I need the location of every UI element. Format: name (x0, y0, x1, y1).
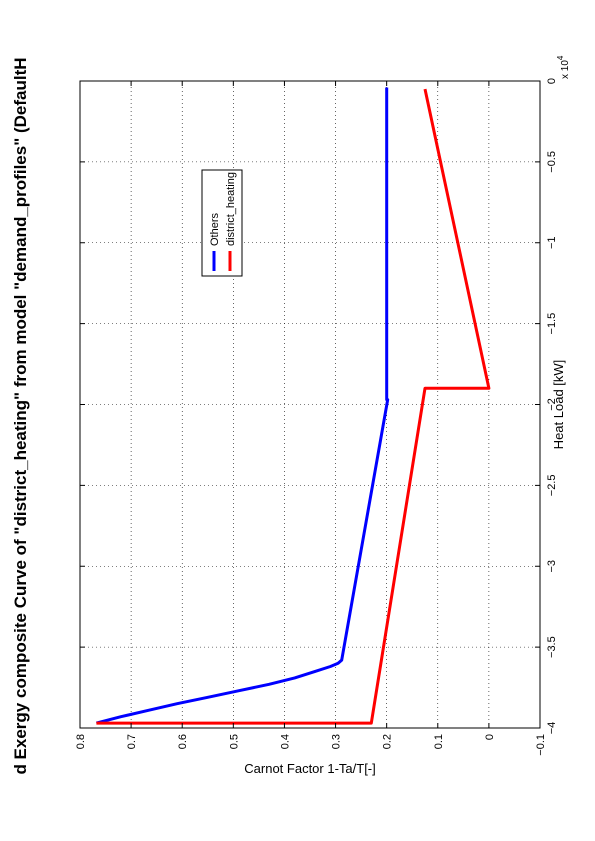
y-tick-label: 0.8 (75, 734, 87, 749)
y-tick-label: 0.5 (228, 734, 240, 749)
series-group (96, 87, 491, 725)
x-tick-label: 0 (546, 78, 558, 84)
x-tick-label: −0.5 (546, 151, 558, 173)
legend-label: district_heating (225, 172, 237, 246)
x-multiplier-base: x 10 (560, 60, 571, 79)
y-tick-label: 0.2 (382, 734, 394, 749)
y-tick-label: 0 (484, 734, 496, 740)
x-tick-label: −1.5 (546, 313, 558, 335)
y-tick-label: 0.7 (126, 734, 138, 749)
legend-label: Others (209, 212, 221, 246)
y-tick-label: 0.6 (177, 734, 189, 749)
x-axis-label: Heat Load [kW] (551, 360, 566, 450)
x-tick-label: −3.5 (546, 636, 558, 658)
series-line-Others (96, 87, 390, 725)
x-tick-label: −3 (546, 560, 558, 573)
x-axis-multiplier: x 104 (556, 55, 571, 79)
ticks: −4 −3.5 −3 −2.5 −2 −1.5 −1 −0.5 0 −0.1 0 0.1 0.2 0.3 0… (75, 78, 558, 756)
plot-area (80, 81, 540, 728)
y-tick-label: 0.3 (331, 734, 343, 749)
series-line-district-heating (96, 88, 491, 725)
chart-title: d Exergy composite Curve of "district_he… (11, 57, 30, 774)
grid (80, 81, 540, 728)
y-tick-label: 0.1 (433, 734, 445, 749)
x-tick-label: −2.5 (546, 475, 558, 497)
y-tick-label: −0.1 (535, 734, 547, 756)
y-axis-label: Carnot Factor 1-Ta/T[-] (244, 761, 375, 776)
x-tick-label: −2 (546, 398, 558, 411)
x-tick-label: −4 (546, 722, 558, 735)
x-multiplier-exponent: 4 (556, 55, 565, 60)
legend: Others district_heating (201, 169, 243, 277)
legend-box (201, 169, 243, 277)
y-tick-label: 0.4 (279, 734, 291, 749)
x-tick-label: −1 (546, 236, 558, 249)
